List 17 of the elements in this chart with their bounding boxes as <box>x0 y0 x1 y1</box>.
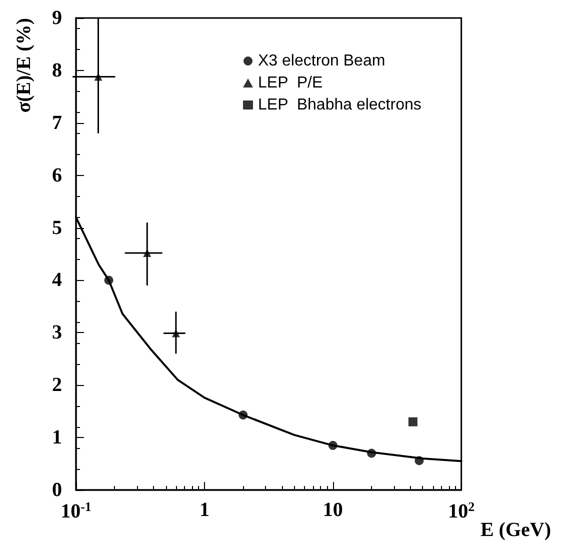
legend-label: LEP P/E <box>258 74 323 92</box>
y-axis-title: σ(E)/E (%) <box>13 18 35 113</box>
x-tick-label: 10 <box>322 499 343 521</box>
y-tick-label: 5 <box>52 216 62 239</box>
y-tick-label: 9 <box>52 7 62 29</box>
y-tick-label: 6 <box>52 164 62 186</box>
y-tick-label: 0 <box>52 479 62 501</box>
x-tick-label: 1 <box>199 499 210 521</box>
y-tick-label: 3 <box>52 322 62 344</box>
legend-label: LEP Bhabha electrons <box>258 96 422 114</box>
y-tick-label: 4 <box>52 269 62 292</box>
legend-label: X3 electron Beam <box>258 52 386 70</box>
y-tick-label: 7 <box>52 112 62 134</box>
x-axis-title: E (GeV) <box>480 519 551 541</box>
y-tick-label: 8 <box>52 59 62 82</box>
y-tick-label: 2 <box>52 374 62 396</box>
y-tick-label: 1 <box>52 426 62 449</box>
